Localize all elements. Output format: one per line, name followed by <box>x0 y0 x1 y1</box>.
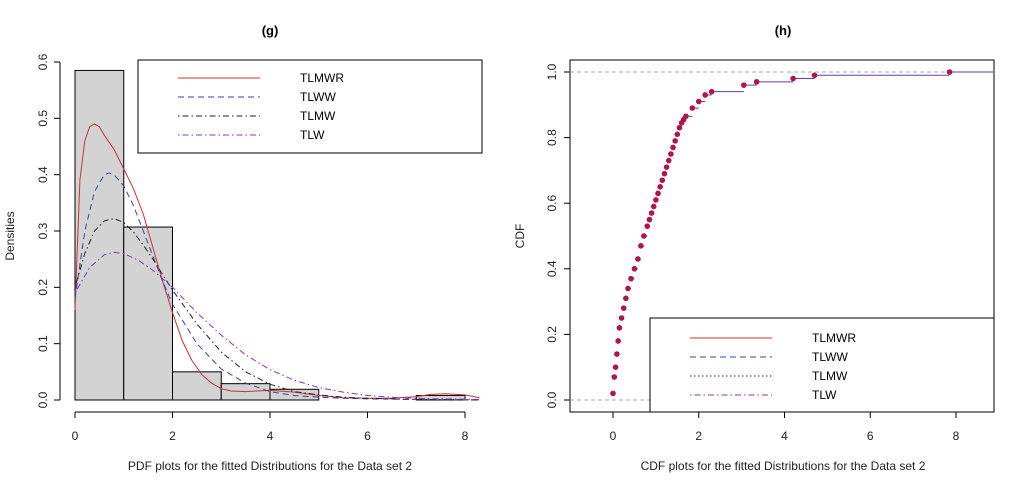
ecdf-point <box>638 243 644 249</box>
ecdf-point <box>646 216 653 223</box>
x-tick-label: 4 <box>267 429 274 443</box>
ecdf-point <box>702 92 708 98</box>
ecdf-point <box>657 184 663 190</box>
ecdf-point <box>676 124 683 131</box>
histogram-bar <box>172 371 222 401</box>
ecdf-point <box>689 105 696 111</box>
density-curve-tlmwr <box>74 123 480 399</box>
ecdf-point <box>625 285 631 292</box>
ecdf-point <box>946 69 953 75</box>
legend-label-tlmwr: TLMWR <box>812 331 856 345</box>
panel-h: (h) 0 2 4 6 8 0.0 0.2 0.4 0.6 0.8 1.0 CDF plots f… <box>513 23 995 473</box>
density-curve-tlw <box>74 251 480 400</box>
ecdf-point <box>665 157 672 164</box>
ecdf-point <box>708 88 715 95</box>
ecdf-point <box>663 164 670 170</box>
ecdf-point <box>628 275 634 282</box>
ecdf-point <box>616 325 623 331</box>
panel-g-x-label: PDF plots for the fitted Distributions f… <box>128 459 412 473</box>
legend-label-tlmw: TLMW <box>300 109 336 123</box>
panel-h-legend-box <box>649 317 995 413</box>
y-tick-label: 0.8 <box>545 129 559 146</box>
legend-label-tlww: TLWW <box>812 350 848 364</box>
panel-g-y-axis: 0.0 0.1 0.2 0.3 0.4 0.5 0.6 <box>36 53 61 408</box>
x-tick-label: 8 <box>462 429 469 443</box>
y-tick-label: 0.1 <box>36 335 50 352</box>
panel-h-x-label: CDF plots for the fitted Distributions f… <box>641 459 926 473</box>
legend-label-tlw: TLW <box>812 388 837 402</box>
x-tick-label: 2 <box>695 429 702 443</box>
density-curve-tlmw <box>74 218 480 401</box>
y-tick-label: 0.0 <box>36 391 50 408</box>
ecdf-point <box>790 75 796 82</box>
ecdf-point <box>611 374 618 380</box>
ecdf-point <box>672 138 678 144</box>
y-tick-label: 0.6 <box>545 195 559 212</box>
y-tick-label: 0.4 <box>545 260 559 277</box>
panel-g: (g) 0 2 4 6 8 0.0 0.1 0.2 0.3 0.4 0.5 0.6 PDF plot… <box>3 23 483 473</box>
panel-g-legend: TLMWR TLWW TLMW TLW <box>137 59 483 154</box>
panel-h-legend: TLMWR TLWW TLMW TLW <box>649 317 995 413</box>
ecdf-point <box>623 295 629 302</box>
y-tick-label: 0.2 <box>545 326 559 343</box>
x-tick-label: 2 <box>169 429 176 443</box>
y-tick-label: 0.4 <box>36 166 50 183</box>
histogram-bar <box>74 69 125 401</box>
ecdf-point <box>661 170 668 177</box>
y-tick-label: 0.3 <box>36 222 50 239</box>
ecdf-point <box>670 144 676 151</box>
legend-label-tlww: TLWW <box>300 90 336 104</box>
ecdf-point <box>683 113 689 120</box>
ecdf-point <box>659 177 666 184</box>
y-tick-label: 0.5 <box>36 110 50 127</box>
ecdf-point <box>620 305 627 311</box>
ecdf-point <box>811 72 818 79</box>
legend-label-tlw: TLW <box>300 128 325 142</box>
legend-label-tlmwr: TLMWR <box>300 71 344 85</box>
panel-h-title: (h) <box>775 23 792 38</box>
ecdf-point <box>650 203 657 210</box>
x-tick-label: 6 <box>364 429 371 443</box>
panel-g-y-label: Densities <box>3 211 17 260</box>
density-curve-tlww <box>74 172 480 401</box>
y-tick-label: 1.0 <box>545 63 559 80</box>
ecdf-point <box>753 79 760 85</box>
panel-h-x-axis: 0 2 4 6 8 <box>610 412 960 443</box>
panel-h-y-axis: 0.0 0.2 0.4 0.6 0.8 1.0 <box>545 63 570 408</box>
ecdf-point <box>695 98 702 105</box>
x-tick-label: 8 <box>953 429 960 443</box>
ecdf-point <box>648 210 655 216</box>
ecdf-point <box>644 223 651 229</box>
y-tick-label: 0.6 <box>36 53 50 70</box>
panel-g-legend-box <box>137 59 483 154</box>
ecdf-point <box>631 266 638 272</box>
ecdf-point <box>614 351 620 357</box>
ecdf-point <box>674 131 681 138</box>
ecdf-point <box>653 197 659 203</box>
x-tick-label: 0 <box>72 429 79 443</box>
ecdf-point <box>612 364 619 371</box>
x-tick-label: 0 <box>610 429 617 443</box>
ecdf-point <box>635 256 641 262</box>
panel-g-curves <box>74 123 480 401</box>
panel-h-y-label: CDF <box>513 224 527 249</box>
panel-g-x-axis: 0 2 4 6 8 <box>72 411 469 443</box>
ecdf-point <box>668 151 674 157</box>
histogram-bar <box>123 226 173 401</box>
ecdf-point <box>615 338 621 344</box>
ecdf-point <box>641 233 647 239</box>
legend-label-tlmw: TLMW <box>812 369 848 383</box>
ecdf-point <box>655 190 661 197</box>
ecdf-point <box>740 82 747 88</box>
x-tick-label: 4 <box>781 429 788 443</box>
panel-h-ecdf-points <box>610 69 953 397</box>
x-tick-label: 6 <box>867 429 874 443</box>
ecdf-point <box>618 315 625 321</box>
ecdf-point <box>610 390 616 397</box>
panel-g-title: (g) <box>262 23 279 38</box>
histogram-bar <box>415 394 466 401</box>
y-tick-label: 0.0 <box>545 391 559 408</box>
y-tick-label: 0.2 <box>36 279 50 296</box>
